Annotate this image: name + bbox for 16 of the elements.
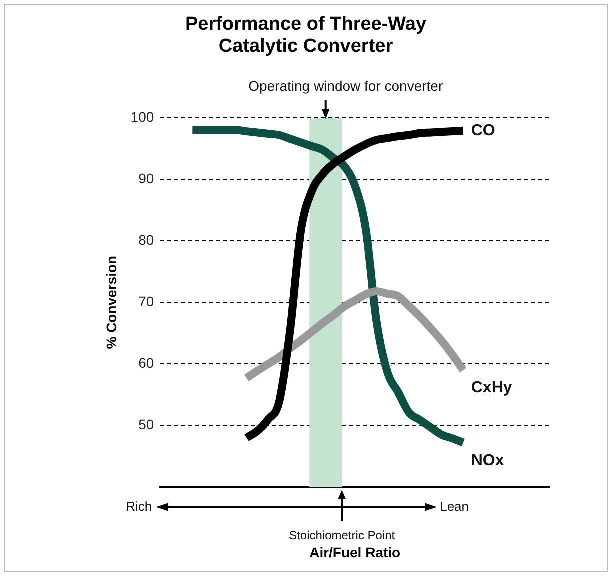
text: Operating window for converter	[248, 78, 444, 94]
text: Lean	[440, 498, 470, 514]
y-tick-label: 70	[138, 293, 154, 310]
series-label: CO	[471, 122, 496, 140]
series-label: CxHy	[471, 380, 512, 397]
series-label: NOx	[471, 452, 504, 470]
y-tick-label: 80	[138, 232, 154, 248]
y-tick-label: 60	[138, 354, 154, 371]
x-axis-title: Air/Fuel Ratio	[310, 544, 401, 560]
chart-title: Performance of Three-Way Catalytic Converter	[184, 14, 428, 58]
y-tick-label: 90	[138, 170, 154, 186]
y-tick-label: 50	[138, 416, 154, 433]
y-axis-title: % Conversion	[103, 256, 120, 350]
y-tick-label: 100	[130, 108, 154, 125]
text: Rich	[126, 498, 152, 514]
text: Stoichiometric Point	[289, 528, 396, 543]
